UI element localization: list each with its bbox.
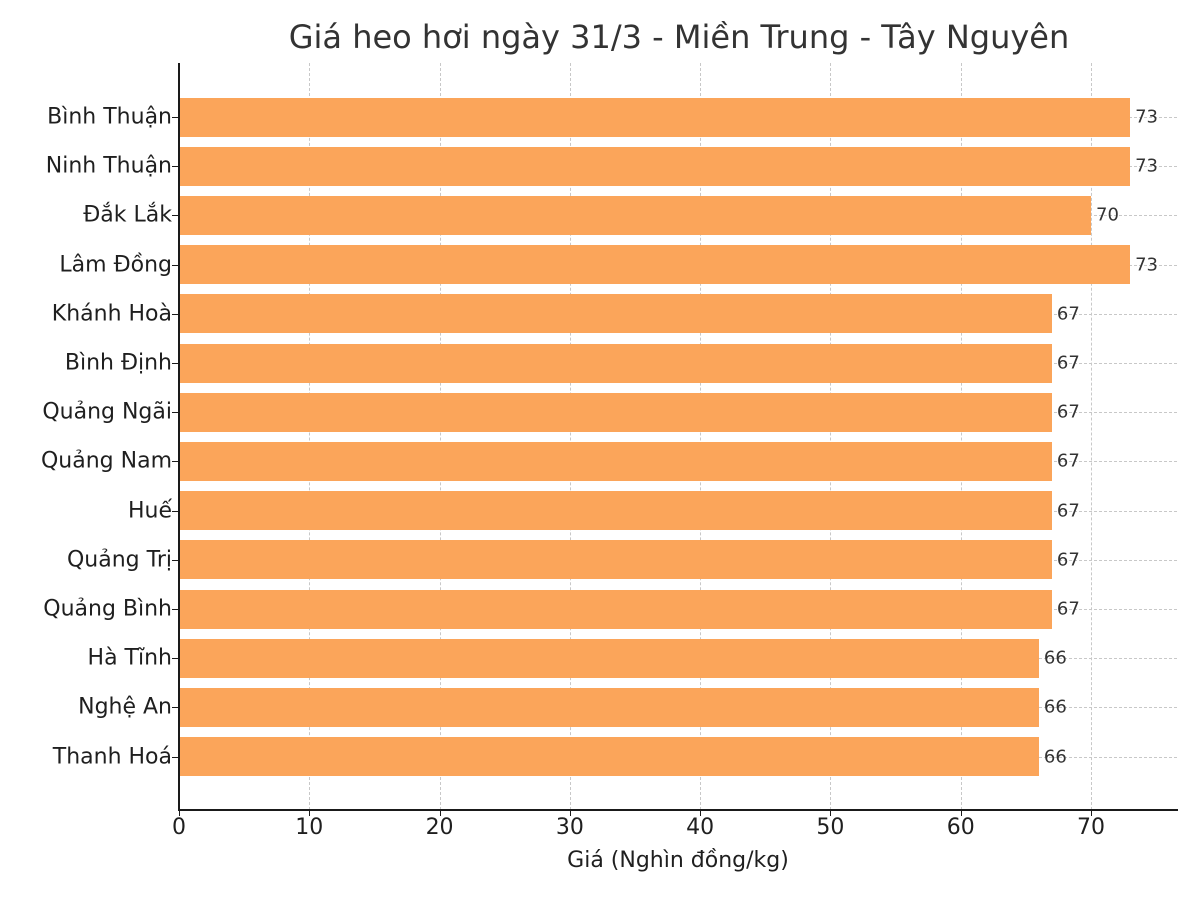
- bar-value-label: 73: [1135, 106, 1158, 128]
- x-tick: [1091, 810, 1092, 816]
- x-gridline: [830, 63, 832, 810]
- y-tick-label: Bình Thuận: [47, 104, 172, 130]
- bar-value-label: 67: [1056, 549, 1080, 571]
- y-tick-label: Đắk Lắk: [83, 202, 172, 228]
- x-tick: [179, 810, 180, 816]
- bar: [179, 97, 1131, 137]
- bar-value-label: 70: [1096, 204, 1119, 226]
- bar: [179, 245, 1131, 285]
- bar: [179, 294, 1052, 334]
- y-tick-label: Ninh Thuận: [45, 153, 172, 179]
- bar: [179, 540, 1052, 580]
- bar: [179, 589, 1052, 629]
- y-axis-line: [178, 63, 180, 811]
- y-tick-label: Huế: [127, 498, 172, 524]
- y-tick-label: Thanh Hoá: [52, 744, 172, 770]
- y-tick-label: Quảng Ngãi: [42, 399, 172, 425]
- x-tick-label: 30: [555, 815, 584, 840]
- x-gridline: [960, 63, 962, 810]
- y-tick-label: Bình Định: [64, 350, 172, 376]
- x-tick: [569, 810, 571, 816]
- bar-value-label: 67: [1056, 450, 1080, 472]
- x-gridline: [1091, 63, 1092, 810]
- bar: [179, 491, 1052, 531]
- y-tick: [172, 117, 179, 118]
- x-tick: [700, 810, 702, 816]
- x-gridline: [700, 63, 702, 810]
- x-tick-label: 20: [425, 815, 454, 840]
- y-tick-label: Quảng Bình: [43, 596, 172, 622]
- x-axis-line: [178, 809, 1178, 811]
- bar: [179, 392, 1052, 432]
- x-gridline: [439, 63, 441, 810]
- y-tick-label: Khánh Hoà: [51, 301, 172, 327]
- x-tick-label: 60: [946, 815, 975, 840]
- bar: [179, 146, 1131, 186]
- y-tick: [172, 609, 179, 610]
- x-gridline: [569, 63, 571, 810]
- y-tick: [172, 707, 179, 709]
- x-tick-label: 70: [1077, 815, 1105, 840]
- x-tick: [830, 810, 832, 816]
- bar-value-label: 67: [1056, 303, 1080, 325]
- y-tick: [172, 264, 179, 266]
- y-tick-label: Nghệ An: [78, 694, 172, 720]
- bar: [179, 638, 1039, 678]
- bar-value-label: 66: [1043, 746, 1067, 768]
- bar: [179, 441, 1052, 481]
- bar-value-label: 67: [1056, 401, 1080, 423]
- y-tick-label: Quảng Nam: [40, 448, 172, 474]
- x-tick-label: 50: [816, 815, 845, 840]
- y-tick: [172, 658, 179, 660]
- plot-area: 73 73 70 73 67 67 67 67 67 67 67 66 66 66: [179, 63, 1177, 810]
- x-tick-label: 10: [295, 815, 324, 840]
- y-tick-label: Lâm Đồng: [59, 252, 172, 278]
- bar: [179, 687, 1039, 727]
- chart-title: Giá heo hơi ngày 31/3 - Miền Trung - Tây…: [288, 18, 1070, 56]
- bar: [179, 737, 1039, 777]
- x-tick-label: 40: [686, 815, 715, 840]
- y-tick: [172, 756, 179, 758]
- bar-value-label: 67: [1056, 500, 1080, 522]
- y-tick: [172, 215, 179, 217]
- y-tick: [172, 363, 179, 364]
- x-tick: [439, 810, 441, 816]
- x-axis-label: Giá (Nghìn đồng/kg): [567, 848, 789, 873]
- x-gridline: [309, 63, 311, 810]
- x-tick: [309, 810, 311, 816]
- y-tick-label: Hà Tĩnh: [87, 645, 172, 671]
- bar: [179, 343, 1052, 383]
- bar: [179, 195, 1091, 235]
- y-tick: [172, 461, 179, 463]
- bar-value-label: 66: [1043, 647, 1067, 669]
- bar-value-label: 73: [1135, 155, 1158, 177]
- x-tick-label: 0: [172, 815, 186, 840]
- y-tick: [172, 313, 179, 315]
- bar-value-label: 67: [1056, 352, 1080, 374]
- y-tick: [172, 166, 179, 168]
- y-tick: [172, 559, 179, 561]
- bar-value-label: 66: [1043, 696, 1067, 718]
- y-tick: [172, 412, 179, 414]
- bar-value-label: 73: [1135, 254, 1158, 276]
- y-tick: [172, 510, 179, 512]
- x-tick: [960, 810, 962, 816]
- bar-value-label: 67: [1056, 598, 1080, 620]
- y-tick-label: Quảng Trị: [66, 547, 172, 573]
